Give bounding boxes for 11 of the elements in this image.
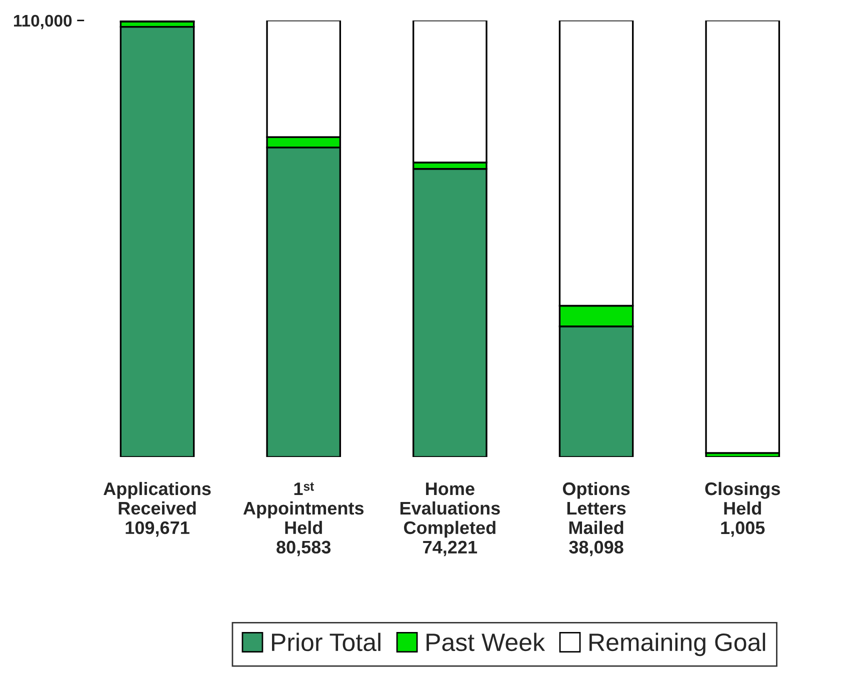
y-tick-label: 110,000 — [14, 14, 72, 30]
bar — [120, 26, 195, 457]
x-tick-label: Closings Held 1,005 — [705, 482, 780, 537]
bar — [705, 20, 780, 454]
x-tick-label: Applications Received 109,671 — [104, 482, 211, 537]
x-tick-label: Options Letters Mailed 38,098 — [562, 482, 630, 556]
legend-label: Remaining Goal — [590, 632, 766, 656]
x-tick-label: Home Evaluations Completed 74,221 — [400, 482, 500, 556]
legend-label: Prior Total — [272, 632, 380, 652]
x-tick-label: 1ˢᵗ Appointments Held 80,583 — [243, 482, 364, 556]
legend-label: Past Week — [426, 632, 546, 652]
